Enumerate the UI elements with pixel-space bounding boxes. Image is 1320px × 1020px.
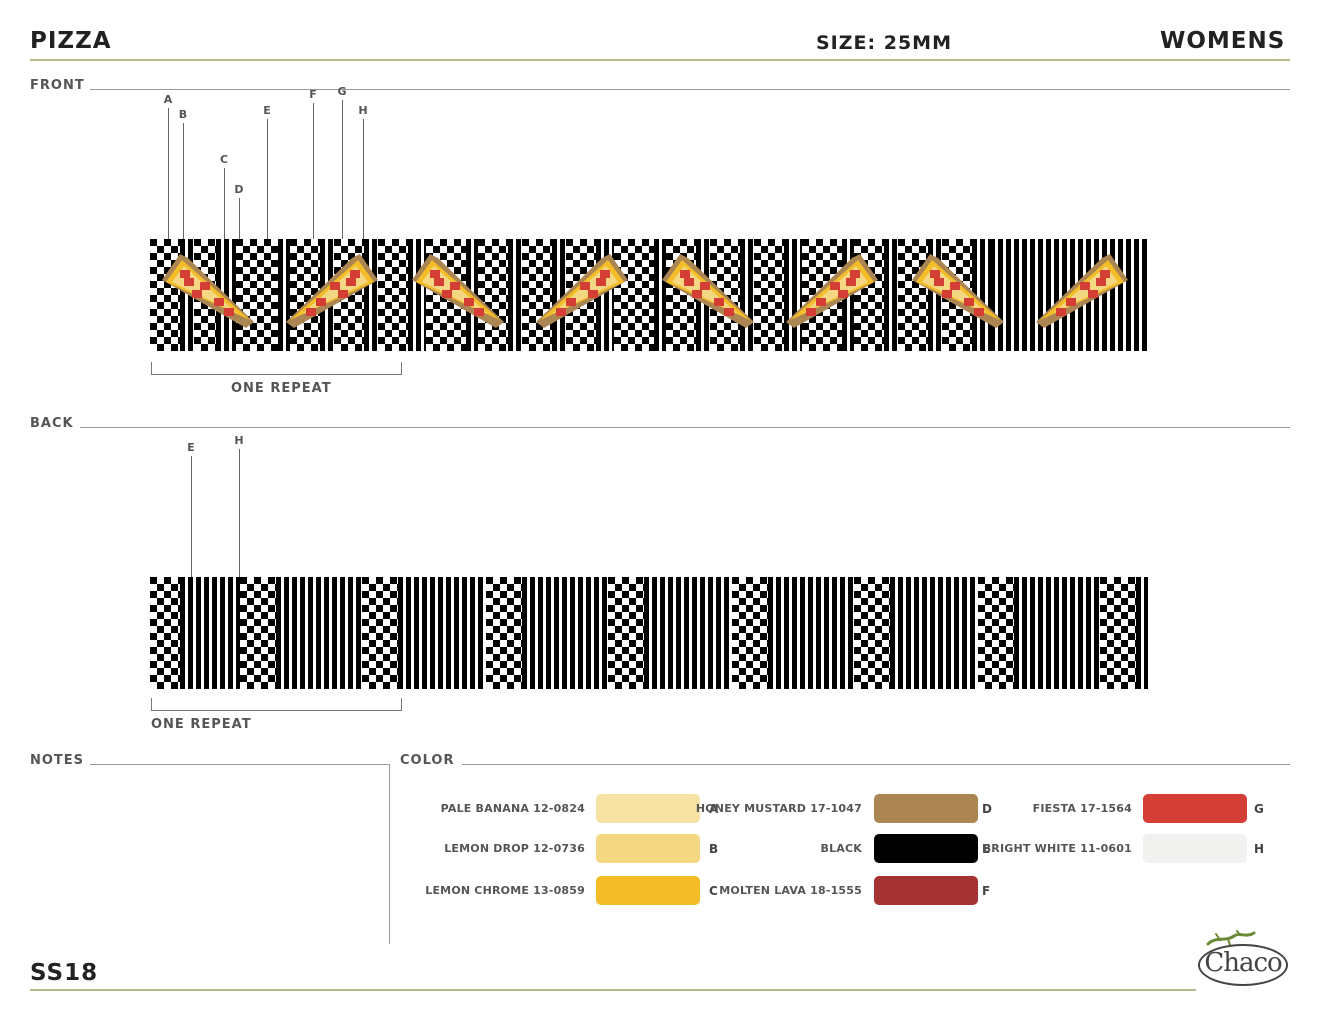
pizza-slice-icon [536,254,628,328]
pizza-slice-icon [162,254,254,328]
callout-a: A [163,93,173,106]
color-name-f: MOLTEN LAVA 18-1555 [719,884,862,897]
notes-section-label: NOTES [30,753,85,768]
front-repeat-bracket [151,362,402,375]
color-code-e: E [982,842,991,856]
swatch-f [874,876,978,905]
pizza-slice-icon [912,254,1004,328]
color-name-d: HONEY MUSTARD 17-1047 [695,802,862,815]
callout-b: B [178,108,188,121]
leader-d [239,198,240,243]
leader-f [313,103,314,243]
pizza-slice-icon [1036,254,1128,328]
back-callout-e: E [187,441,195,454]
color-name-g: FIESTA 17-1564 [1032,802,1132,815]
notes-rule [90,764,390,765]
swatch-h [1143,834,1247,863]
color-name-a: PALE BANANA 12-0824 [440,802,585,815]
front-strap-pattern [150,239,1148,351]
callout-d: D [234,183,244,196]
swatch-e [874,834,978,863]
back-strap-pattern [150,577,1148,689]
lizard-icon [1206,930,1256,946]
callout-e: E [263,104,271,117]
swatch-c [596,876,700,905]
leader-g [342,100,343,243]
front-section-label: FRONT [30,78,85,93]
back-section-label: BACK [30,416,74,431]
color-name-h: BRIGHT WHITE 11-0601 [982,842,1132,855]
color-section-label: COLOR [400,753,455,768]
season-label: SS18 [30,960,99,986]
leader-e [267,119,268,243]
callout-f: F [309,88,317,101]
color-code-b: B [709,842,719,856]
pizza-slice-icon [662,254,754,328]
leader-a [168,108,169,243]
color-code-d: D [982,802,992,816]
color-rule [462,764,1290,765]
color-code-h: H [1254,842,1265,856]
color-code-g: G [1254,802,1264,816]
swatch-a [596,794,700,823]
logo-text: Chaco [1204,948,1282,978]
swatch-d [874,794,978,823]
leader-c [224,168,225,243]
color-code-c: C [709,884,718,898]
back-repeat-label: ONE REPEAT [151,717,252,732]
swatch-b [596,834,700,863]
gender-label: WOMENS [1160,28,1286,54]
back-rule [80,427,1290,428]
chaco-logo: Chaco [1198,930,1292,994]
footer-rule [30,989,1196,991]
color-name-e: BLACK [820,842,862,855]
size-label: SIZE: 25MM [816,32,952,54]
swatch-g [1143,794,1247,823]
callout-g: G [337,85,347,98]
callout-c: C [219,153,229,166]
color-name-c: LEMON CHROME 13-0859 [425,884,585,897]
leader-b [183,123,184,243]
callout-h: H [358,104,368,117]
back-leader-e [191,456,192,628]
front-rule [90,89,1290,90]
color-code-a: A [709,802,719,816]
pizza-slice-icon [412,254,504,328]
color-name-b: LEMON DROP 12-0736 [444,842,585,855]
color-code-f: F [982,884,991,898]
back-repeat-bracket [151,698,402,711]
pizza-slice-icon [286,254,378,328]
back-leader-h [239,449,240,677]
pattern-title: PIZZA [30,28,112,54]
header-rule [30,59,1290,61]
back-callout-h: H [234,434,244,447]
leader-h [363,119,364,243]
notes-divider [389,764,390,944]
pizza-slice-icon [786,254,878,328]
front-repeat-label: ONE REPEAT [231,381,332,396]
